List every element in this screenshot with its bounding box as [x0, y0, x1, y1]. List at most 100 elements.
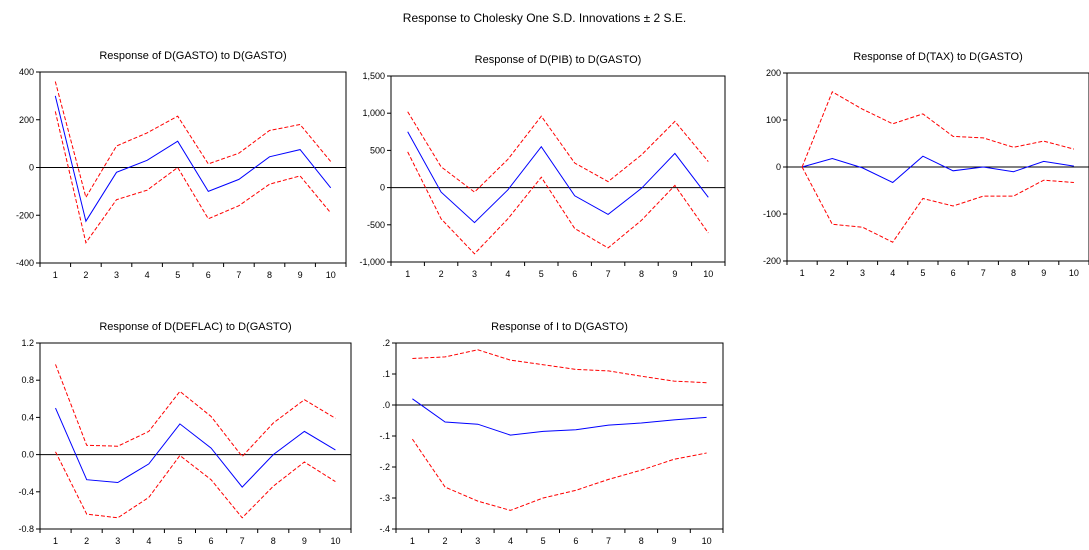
- x-tick-label: 3: [115, 536, 120, 546]
- panel-5: Response of I to D(GASTO) -.4 -.3 -.2 -.1 .0.…: [379, 321, 724, 546]
- x-tick-label: 9: [671, 536, 676, 546]
- x-tick-label: 10: [703, 269, 713, 279]
- y-tick-label: 0.8: [21, 375, 34, 385]
- series-lower-line: [54, 111, 332, 244]
- x-tick-label: 1: [53, 536, 58, 546]
- x-tick-label: 1: [800, 268, 805, 278]
- series-lower-line: [55, 451, 336, 519]
- y-tick-label: -1,000: [359, 257, 385, 267]
- x-tick-label: 3: [114, 270, 119, 280]
- plot-frame: [390, 75, 726, 263]
- series-lower-line: [801, 166, 1074, 243]
- series-lower-line: [407, 151, 709, 255]
- x-tick-label: 9: [298, 270, 303, 280]
- series-upper-line: [54, 81, 332, 199]
- x-tick-label: 8: [271, 536, 276, 546]
- series-response-line: [54, 95, 332, 223]
- x-tick-label: 9: [302, 536, 307, 546]
- y-tick-label: -.4: [379, 524, 390, 534]
- x-tick-label: 2: [439, 269, 444, 279]
- y-tick-label: 1.2: [21, 338, 34, 348]
- x-tick-label: 3: [475, 536, 480, 546]
- y-tick-label: -400: [16, 258, 34, 268]
- y-tick-label: 1,000: [362, 108, 385, 118]
- x-tick-label: 2: [830, 268, 835, 278]
- y-tick-label: 400: [19, 67, 34, 77]
- panel-1: Response of D(GASTO) to D(GASTO) -400 -200…: [16, 50, 347, 280]
- series-upper-line: [412, 349, 707, 384]
- x-tick-label: 4: [508, 536, 513, 546]
- series-upper-line: [801, 91, 1075, 168]
- x-tick-label: 10: [330, 536, 340, 546]
- x-tick-label: 8: [639, 536, 644, 546]
- x-tick-label: 1: [410, 536, 415, 546]
- figure-title: Response to Cholesky One S.D. Innovation…: [402, 11, 687, 25]
- y-tick-label: -200: [16, 210, 34, 220]
- x-tick-label: 4: [890, 268, 895, 278]
- x-tick-label: 3: [472, 269, 477, 279]
- x-tick-label: 5: [539, 269, 544, 279]
- y-tick-label: -500: [367, 220, 385, 230]
- x-tick-label: 6: [206, 270, 211, 280]
- x-tick-label: 1: [53, 270, 58, 280]
- y-tick-label: -100: [763, 209, 781, 219]
- series-response-line: [412, 398, 707, 436]
- x-tick-label: 8: [639, 269, 644, 279]
- y-tick-label: 0.4: [21, 412, 34, 422]
- x-tick-label: 10: [702, 536, 712, 546]
- y-tick-label: -0.4: [18, 487, 34, 497]
- x-tick-label: 2: [83, 270, 88, 280]
- y-tick-label: 1,500: [362, 71, 385, 81]
- x-tick-label: 10: [326, 270, 336, 280]
- plot-frame: [786, 72, 1089, 262]
- x-tick-label: 5: [920, 268, 925, 278]
- y-tick-label: .1: [382, 369, 390, 379]
- x-tick-label: 8: [1011, 268, 1016, 278]
- x-tick-label: 7: [606, 269, 611, 279]
- x-tick-label: 3: [860, 268, 865, 278]
- panel-3: Response of D(TAX) to D(GASTO) -200 -100 0 1…: [763, 51, 1089, 278]
- panel-title: Response of D(PIB) to D(GASTO): [475, 54, 642, 66]
- x-tick-label: 6: [572, 269, 577, 279]
- series-lower-line: [411, 438, 707, 511]
- plot-frame: [39, 342, 352, 530]
- x-tick-label: 2: [443, 536, 448, 546]
- panel-4: Response of D(DEFLAC) to D(GASTO) -0.8 -0.…: [18, 321, 352, 546]
- x-tick-label: 4: [505, 269, 510, 279]
- y-tick-label: -.3: [379, 493, 390, 503]
- x-tick-label: 7: [606, 536, 611, 546]
- panel-title: Response of D(TAX) to D(GASTO): [853, 51, 1023, 63]
- series-response-line: [407, 131, 709, 224]
- x-tick-label: 8: [267, 270, 272, 280]
- y-tick-label: 0.0: [21, 450, 34, 460]
- y-tick-label: .0: [382, 400, 390, 410]
- series-upper-line: [55, 364, 336, 458]
- x-tick-label: 6: [573, 536, 578, 546]
- y-tick-label: 0: [380, 183, 385, 193]
- x-tick-label: 2: [84, 536, 89, 546]
- x-tick-label: 5: [175, 270, 180, 280]
- panel-title: Response of I to D(GASTO): [491, 321, 628, 333]
- x-tick-label: 7: [236, 270, 241, 280]
- series-response-line: [801, 155, 1074, 184]
- x-tick-label: 6: [209, 536, 214, 546]
- x-tick-label: 10: [1069, 268, 1079, 278]
- x-tick-label: 1: [405, 269, 410, 279]
- y-tick-label: 0: [776, 162, 781, 172]
- y-tick-label: -0.8: [18, 524, 34, 534]
- x-tick-label: 7: [981, 268, 986, 278]
- panel-title: Response of D(DEFLAC) to D(GASTO): [99, 321, 291, 333]
- x-tick-label: 4: [146, 536, 151, 546]
- y-tick-label: 100: [766, 115, 781, 125]
- y-tick-label: 200: [19, 115, 34, 125]
- x-tick-label: 6: [951, 268, 956, 278]
- x-tick-label: 9: [672, 269, 677, 279]
- panel-title: Response of D(GASTO) to D(GASTO): [99, 50, 286, 62]
- y-tick-label: 0: [29, 163, 34, 173]
- y-tick-label: -.2: [379, 462, 390, 472]
- x-tick-label: 7: [240, 536, 245, 546]
- series-upper-line: [407, 111, 709, 193]
- panel-2: Response of D(PIB) to D(GASTO) -1,000 -500…: [359, 54, 726, 279]
- x-tick-label: 5: [177, 536, 182, 546]
